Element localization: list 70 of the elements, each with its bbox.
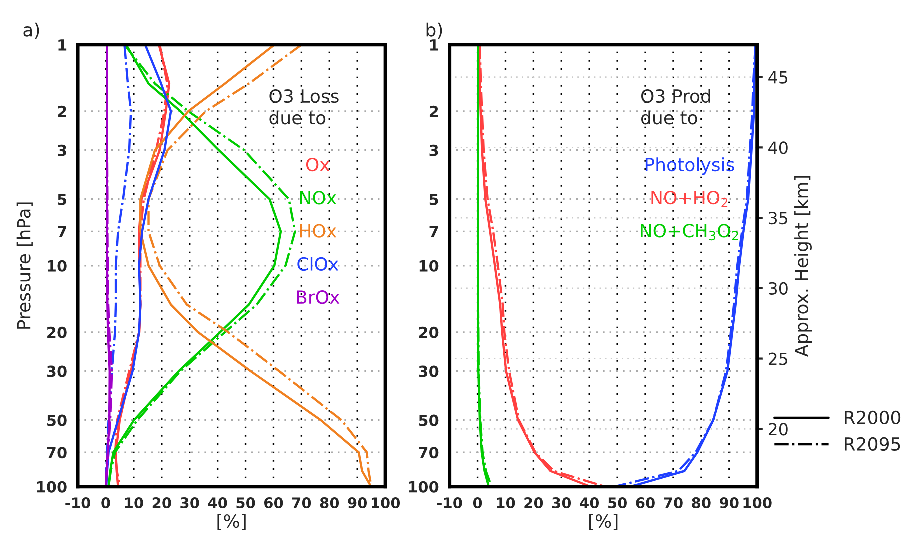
x-tick-label: 90 bbox=[348, 498, 368, 509]
y-tick-label: 100 bbox=[409, 481, 439, 493]
text: NO+HO$_{2}$ bbox=[652, 190, 728, 208]
y-tick-label: 30 bbox=[419, 366, 439, 378]
y-tick-label: 30 bbox=[47, 366, 67, 378]
y-tick-label: 2 bbox=[430, 106, 438, 118]
y-tick-label: 20 bbox=[419, 326, 439, 338]
y2-tick-label: 35 bbox=[769, 212, 788, 225]
y-tick-label: 3 bbox=[58, 144, 66, 156]
x-tick-label: 100 bbox=[372, 498, 400, 509]
y-axis-title: Pressure [hPa] bbox=[16, 202, 33, 329]
y-tick-label: 7 bbox=[58, 226, 66, 238]
text: R2095 bbox=[845, 437, 900, 452]
text: ClOx bbox=[298, 257, 339, 272]
x-tick-label: 70 bbox=[292, 498, 312, 509]
y-tick-label: 1 bbox=[430, 40, 438, 51]
x-tick-label: 40 bbox=[208, 498, 228, 509]
y-tick-label: 50 bbox=[419, 414, 439, 426]
y2-tick-label: 40 bbox=[768, 142, 788, 154]
x-axis-title: [%] bbox=[218, 514, 246, 530]
x-tick-label: -10 bbox=[66, 498, 91, 509]
x-tick-label: 90 bbox=[720, 498, 739, 509]
x-tick-label: 0 bbox=[473, 498, 482, 509]
y2-axis-title: Approx. Height [km] bbox=[794, 176, 812, 357]
x-tick-label: 30 bbox=[552, 498, 572, 509]
y-tick-label: 50 bbox=[48, 414, 67, 426]
x-axis-title: [%] bbox=[590, 514, 618, 530]
y2-tick-label: 25 bbox=[768, 352, 788, 366]
y-tick-label: 5 bbox=[430, 194, 438, 206]
legend-title: O3 Loss due to bbox=[270, 89, 339, 125]
x-tick-label: 60 bbox=[636, 498, 655, 509]
text: HOx bbox=[300, 224, 337, 238]
y2-tick-label: 30 bbox=[769, 282, 788, 295]
y-tick-label: 1 bbox=[58, 40, 67, 51]
x-tick-label: 10 bbox=[497, 498, 516, 509]
series-label: NOx bbox=[300, 191, 337, 205]
chart-title: b) bbox=[426, 22, 442, 39]
text: BrOx bbox=[297, 290, 340, 304]
y-tick-label: 2 bbox=[58, 106, 66, 118]
legend-title: O3 Prod due to bbox=[641, 89, 710, 125]
text: NO+CH$_{3}$O$_{2}$ bbox=[641, 224, 738, 241]
x-tick-label: 80 bbox=[320, 498, 340, 509]
x-tick-label: 100 bbox=[744, 498, 772, 509]
y-tick-label: 10 bbox=[420, 260, 439, 272]
x-tick-label: 60 bbox=[264, 498, 284, 509]
x-tick-label: 30 bbox=[180, 498, 200, 509]
x-tick-label: 50 bbox=[236, 498, 256, 509]
y-tick-label: 10 bbox=[48, 260, 67, 272]
y-tick-label: 7 bbox=[430, 226, 438, 238]
series-label: Photolysis bbox=[646, 158, 734, 176]
text: R2000 bbox=[845, 410, 901, 425]
text: Ox bbox=[306, 158, 330, 172]
x-tick-label: 20 bbox=[152, 498, 172, 509]
y-tick-label: 70 bbox=[419, 447, 439, 459]
y-tick-label: 100 bbox=[37, 481, 67, 493]
x-tick-label: 80 bbox=[692, 498, 711, 509]
y2-tick-label: 20 bbox=[768, 423, 788, 436]
y-tick-label: 20 bbox=[48, 326, 67, 338]
y2-tick-label: 45 bbox=[768, 71, 788, 84]
x-tick-label: 40 bbox=[580, 498, 600, 509]
y-tick-label: 3 bbox=[430, 144, 438, 156]
x-tick-label: 0 bbox=[102, 498, 110, 509]
y-tick-label: 5 bbox=[58, 194, 67, 206]
x-tick-label: -10 bbox=[437, 498, 462, 509]
y-tick-label: 70 bbox=[47, 447, 67, 459]
x-tick-label: 10 bbox=[125, 498, 144, 509]
x-tick-label: 20 bbox=[524, 498, 544, 509]
chart-title: a) bbox=[24, 22, 40, 39]
x-tick-label: 70 bbox=[664, 498, 683, 509]
x-tick-label: 50 bbox=[608, 498, 628, 509]
